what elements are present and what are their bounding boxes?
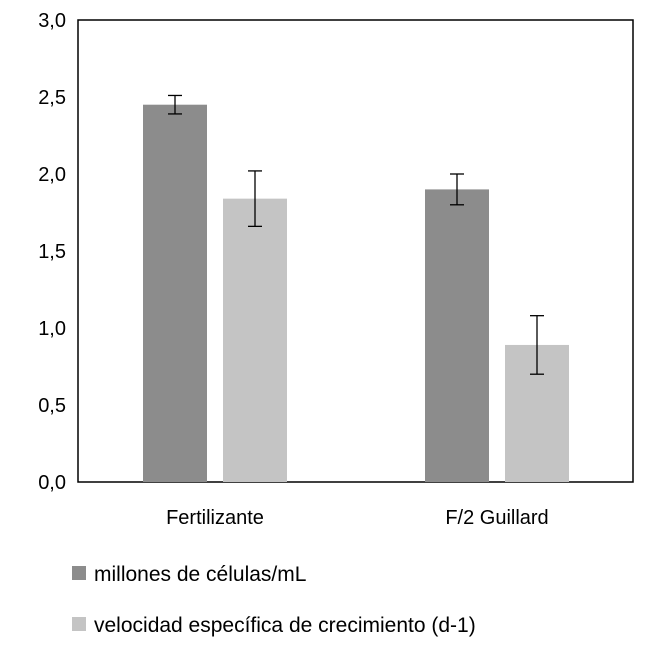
x-category-label: F/2 Guillard (445, 507, 548, 529)
bar-cells-1 (425, 189, 489, 482)
y-tick-label: 2,0 (38, 164, 66, 186)
x-category-label: Fertilizante (166, 507, 264, 529)
bar-growth-rate-0 (223, 198, 287, 482)
y-tick-label: 1,0 (38, 318, 66, 340)
x-axis-categories: Fertilizante F/2 Guillard (166, 507, 549, 529)
y-tick-label: 3,0 (38, 10, 66, 32)
bar-cells-0 (143, 104, 207, 482)
legend: millones de células/mL velocidad específ… (72, 563, 476, 637)
y-tick-label: 0,5 (38, 395, 66, 417)
legend-swatch-series-0 (72, 566, 86, 580)
y-tick-label: 0,0 (38, 472, 66, 494)
legend-label-series-0: millones de células/mL (94, 563, 306, 586)
y-tick-label: 2,5 (38, 87, 66, 109)
legend-swatch-series-1 (72, 617, 86, 631)
y-axis-ticks: 0,0 0,5 1,0 1,5 2,0 2,5 3,0 (38, 10, 66, 494)
legend-label-series-1: velocidad específica de crecimiento (d-1… (94, 614, 476, 637)
bars (143, 104, 569, 482)
error-bars (168, 94, 544, 375)
y-tick-label: 1,5 (38, 241, 66, 263)
